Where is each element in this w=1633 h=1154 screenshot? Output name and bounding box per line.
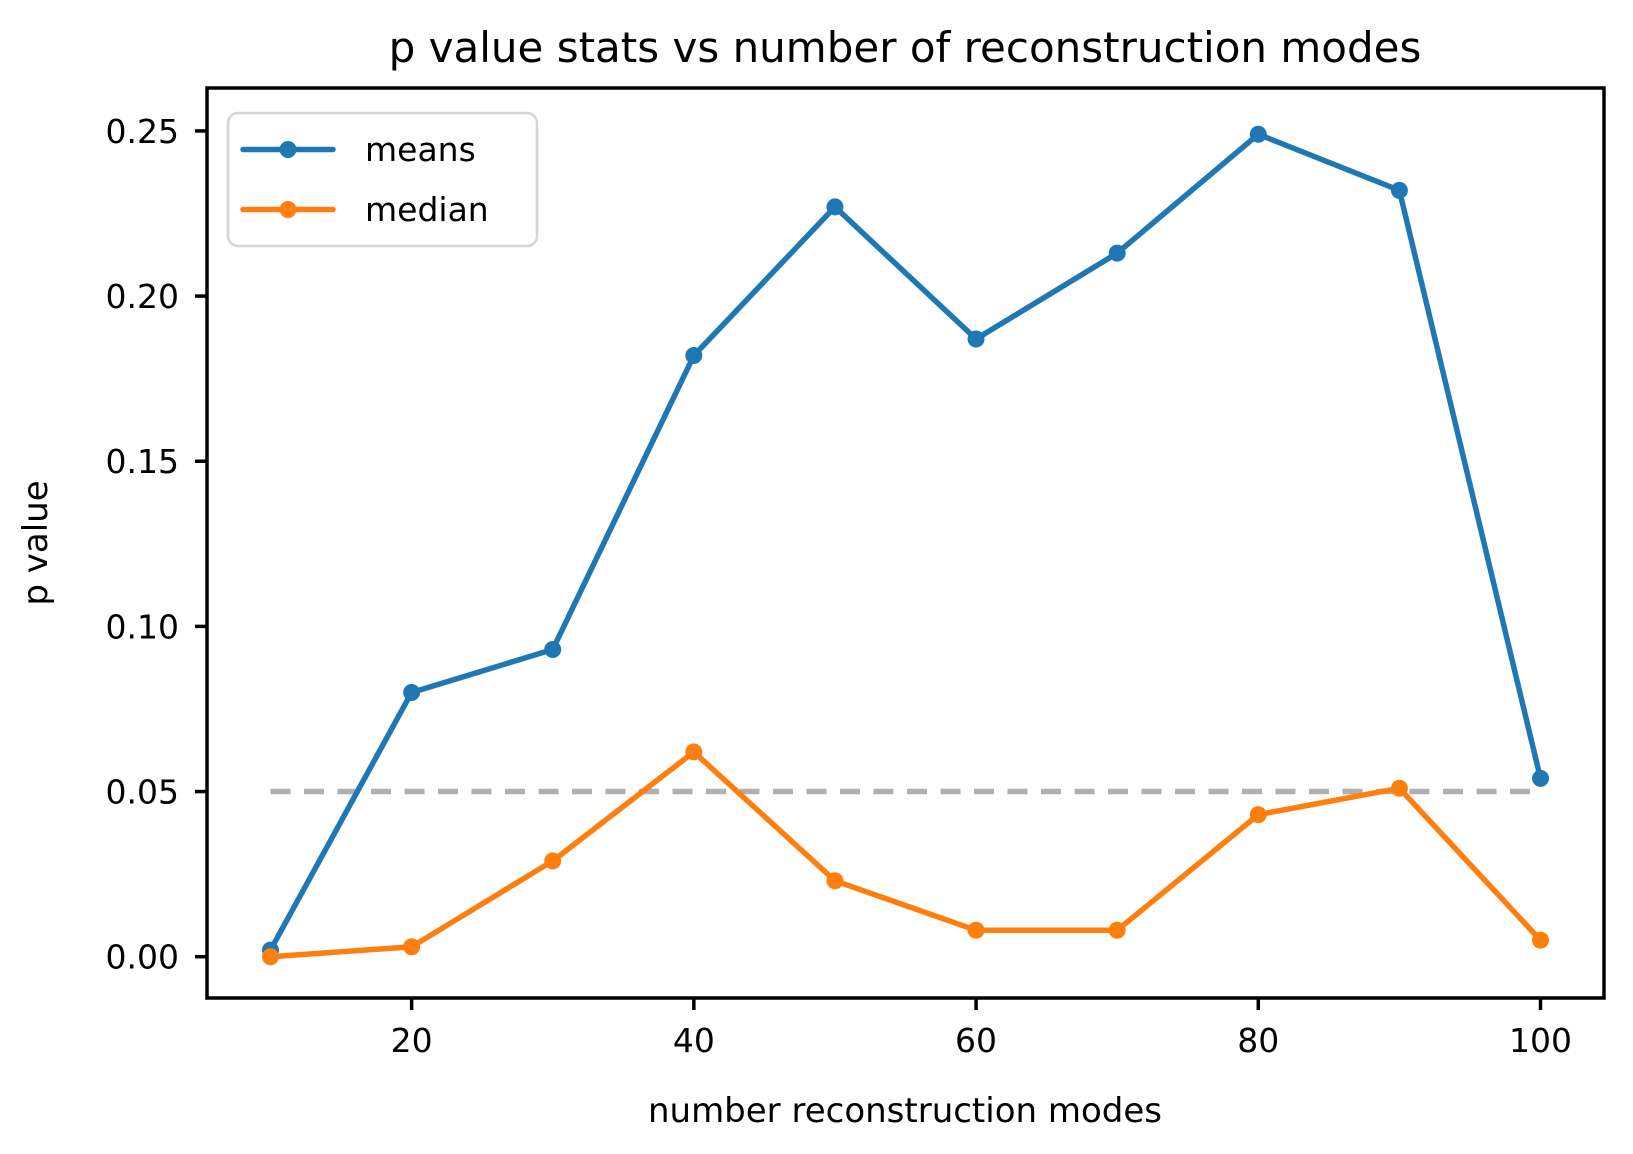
median-line [267, 749, 1544, 960]
means-marker [826, 198, 844, 216]
means-line [267, 131, 1544, 953]
legend-entry-median: median [240, 190, 489, 229]
means-marker [1532, 769, 1549, 787]
axes-frame [205, 86, 1606, 1000]
means-marker [685, 347, 703, 365]
legend-label-means: means [365, 130, 476, 169]
means-marker [1108, 244, 1126, 262]
means-legend-marker [279, 141, 297, 158]
chart-title: p value stats vs number of reconstructio… [389, 23, 1422, 72]
x-tick-label: 20 [391, 1021, 433, 1060]
y-tick-label: 0.05 [106, 773, 179, 812]
y-tick-label: 0.25 [106, 112, 179, 151]
median-marker [262, 948, 279, 966]
median-marker [1532, 931, 1549, 949]
median-marker [826, 872, 844, 890]
x-tick-label: 80 [1237, 1021, 1279, 1060]
median-marker [1390, 779, 1408, 797]
y-tick-label: 0.20 [106, 277, 179, 316]
x-axis-label: number reconstruction modes [648, 1091, 1162, 1131]
y-tick-label: 0.10 [106, 607, 179, 646]
legend-label-median: median [365, 190, 489, 229]
y-tick-label: 0.15 [106, 442, 179, 481]
means-marker [1249, 125, 1267, 143]
median-marker [967, 921, 985, 939]
legend: means median [226, 111, 539, 248]
x-tick-label: 40 [673, 1021, 715, 1060]
legend-box [226, 111, 539, 248]
x-tick-label: 100 [1509, 1021, 1572, 1060]
x-tick-label: 60 [955, 1021, 997, 1060]
means-marker [967, 330, 985, 348]
plot-area: 20 40 60 80 100 0.00 0.05 0.10 0.15 0.20 0.25 [106, 86, 1606, 1060]
y-axis-label: p value [16, 480, 56, 605]
means-marker [1390, 181, 1408, 199]
y-tick-label: 0.00 [106, 938, 179, 977]
legend-entry-means: means [240, 130, 476, 169]
median-marker [1249, 806, 1267, 824]
median-marker [544, 852, 562, 870]
median-marker [403, 938, 421, 956]
median-marker [685, 743, 703, 761]
means-marker [403, 683, 421, 701]
median-marker [1108, 921, 1126, 939]
means-marker [544, 641, 562, 659]
median-legend-marker [279, 201, 297, 218]
